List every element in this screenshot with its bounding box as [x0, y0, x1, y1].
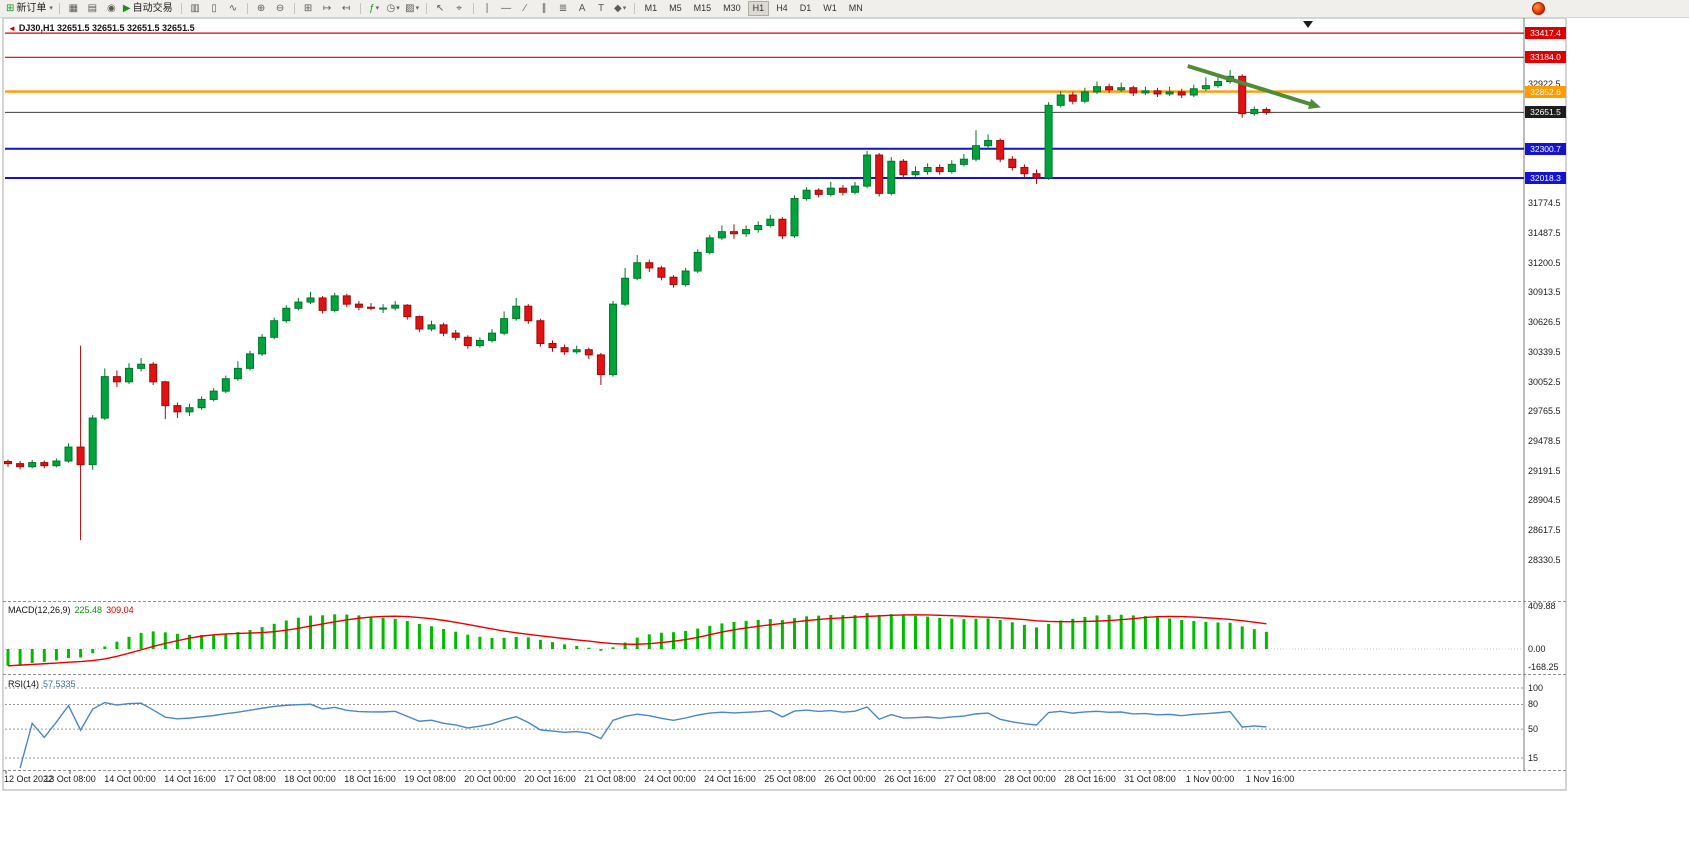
chart-window-icon: ▦	[68, 2, 79, 14]
fibonacci-button[interactable]: ≣	[554, 2, 573, 16]
timeframe-mn[interactable]: MN	[848, 3, 863, 13]
timeframe-h1[interactable]: H1	[747, 1, 770, 16]
cursor-button[interactable]: ↖	[431, 2, 450, 16]
chevron-down-icon: ▾	[375, 4, 380, 12]
autotrade-label: 自动交易	[132, 2, 173, 14]
periods-button[interactable]: ◷ ▾	[384, 2, 403, 16]
indicators-button[interactable]: ƒ ▾	[365, 2, 384, 16]
macd-value-signal: 309.04	[106, 605, 134, 615]
refresh-icon: ◉	[107, 2, 116, 14]
indicators-icon: ƒ	[369, 2, 375, 14]
text-tool-button[interactable]: A	[573, 2, 592, 16]
shapes-button[interactable]: ◆ ▾	[611, 2, 630, 16]
candle-chart-icon: ▯	[211, 2, 217, 14]
chevron-down-icon: ▾	[415, 4, 420, 12]
macd-value-main: 225.48	[74, 605, 103, 615]
new-order-button[interactable]: ⊞ 新订单 ▾	[4, 2, 55, 16]
separator	[472, 3, 474, 14]
chart-shift-icon: ↤	[341, 2, 351, 14]
timeframe-m15[interactable]: M15	[693, 3, 712, 13]
cursor-icon: ↖	[435, 2, 445, 14]
bar-chart-button[interactable]: ▥	[186, 2, 205, 16]
zoom-out-button[interactable]: ⊖	[271, 2, 290, 16]
vertical-line-icon: ∣	[484, 2, 490, 14]
label-tool-button[interactable]: T	[592, 2, 611, 16]
separator	[180, 3, 182, 14]
periods-icon: ◷	[386, 2, 396, 14]
crosshair-button[interactable]: ⌖	[450, 2, 469, 16]
auto-scroll-icon: ↦	[322, 2, 332, 14]
line-chart-icon: ∿	[228, 2, 238, 14]
autotrade-play-icon: ▶	[122, 2, 131, 14]
text-tool-icon: A	[578, 2, 586, 14]
symbol-marker-icon: ◄	[8, 24, 16, 33]
chart-title-text: DJ30,H1 32651.5 32651.5 32651.5 32651.5	[18, 23, 195, 33]
trendline-icon: ∕	[524, 2, 526, 14]
shapes-icon: ◆	[614, 2, 622, 14]
chart-title: ◄ DJ30,H1 32651.5 32651.5 32651.5 32651.5	[8, 23, 195, 33]
data-window-icon: ▤	[87, 2, 98, 14]
timeframe-w1[interactable]: W1	[823, 3, 837, 13]
templates-icon: ▨	[405, 2, 415, 14]
new-order-icon: ⊞	[6, 2, 15, 14]
rsi-name: RSI(14)	[8, 679, 40, 689]
timeframe-m5[interactable]: M5	[669, 3, 682, 13]
channel-icon: ∥	[541, 2, 547, 14]
chevron-down-icon: ▾	[622, 4, 627, 12]
chevron-down-icon: ▾	[396, 4, 400, 12]
chart-window-button[interactable]: ▦	[64, 2, 83, 16]
tile-windows-button[interactable]: ⊞	[299, 2, 318, 16]
templates-button[interactable]: ▨ ▾	[403, 2, 422, 16]
rsi-value: 57.5335	[43, 679, 76, 689]
autotrade-button[interactable]: ▶ 自动交易	[121, 2, 177, 16]
separator	[359, 3, 361, 14]
data-window-button[interactable]: ▤	[83, 2, 102, 16]
channel-button[interactable]: ∥	[535, 2, 554, 16]
toolbar: ⊞ 新订单 ▾ ▦ ▤ ◉ ▶ 自动交易 ▥ ▯ ∿ ⊕ ⊖ ⊞ ↦ ↤ ƒ ▾ …	[0, 0, 1689, 18]
zoom-out-icon: ⊖	[275, 2, 285, 14]
separator	[58, 3, 60, 14]
line-chart-button[interactable]: ∿	[224, 2, 243, 16]
macd-name: MACD(12,26,9)	[8, 605, 71, 615]
separator	[633, 3, 635, 14]
label-tool-icon: T	[598, 2, 605, 14]
fibonacci-icon: ≣	[558, 2, 568, 14]
timeframe-h4[interactable]: H4	[776, 3, 788, 13]
rsi-label: RSI(14) 57.5335	[8, 679, 76, 689]
timeframe-m1[interactable]: M1	[644, 3, 658, 13]
separator	[246, 3, 248, 14]
bar-chart-icon: ▥	[190, 2, 200, 14]
zoom-in-icon: ⊕	[256, 2, 266, 14]
alert-icon[interactable]	[1532, 2, 1545, 15]
macd-label: MACD(12,26,9) 225.48 309.04	[8, 605, 134, 615]
timeframe-m30[interactable]: M30	[723, 3, 741, 13]
refresh-button[interactable]: ◉	[102, 2, 121, 16]
chart-shift-button[interactable]: ↤	[337, 2, 356, 16]
separator	[293, 3, 295, 14]
candle-chart-button[interactable]: ▯	[205, 2, 224, 16]
chevron-down-icon: ▾	[49, 4, 53, 12]
tile-windows-icon: ⊞	[303, 2, 313, 14]
horizontal-line-icon: —	[501, 2, 512, 14]
crosshair-icon: ⌖	[456, 2, 462, 14]
timeframe-d1[interactable]: D1	[799, 3, 812, 13]
separator	[425, 3, 427, 14]
new-order-label: 新订单	[16, 2, 47, 14]
trendline-button[interactable]: ∕	[516, 2, 535, 16]
horizontal-line-button[interactable]: —	[497, 2, 516, 16]
zoom-in-button[interactable]: ⊕	[252, 2, 271, 16]
vertical-line-button[interactable]: ∣	[478, 2, 497, 16]
auto-scroll-button[interactable]: ↦	[318, 2, 337, 16]
